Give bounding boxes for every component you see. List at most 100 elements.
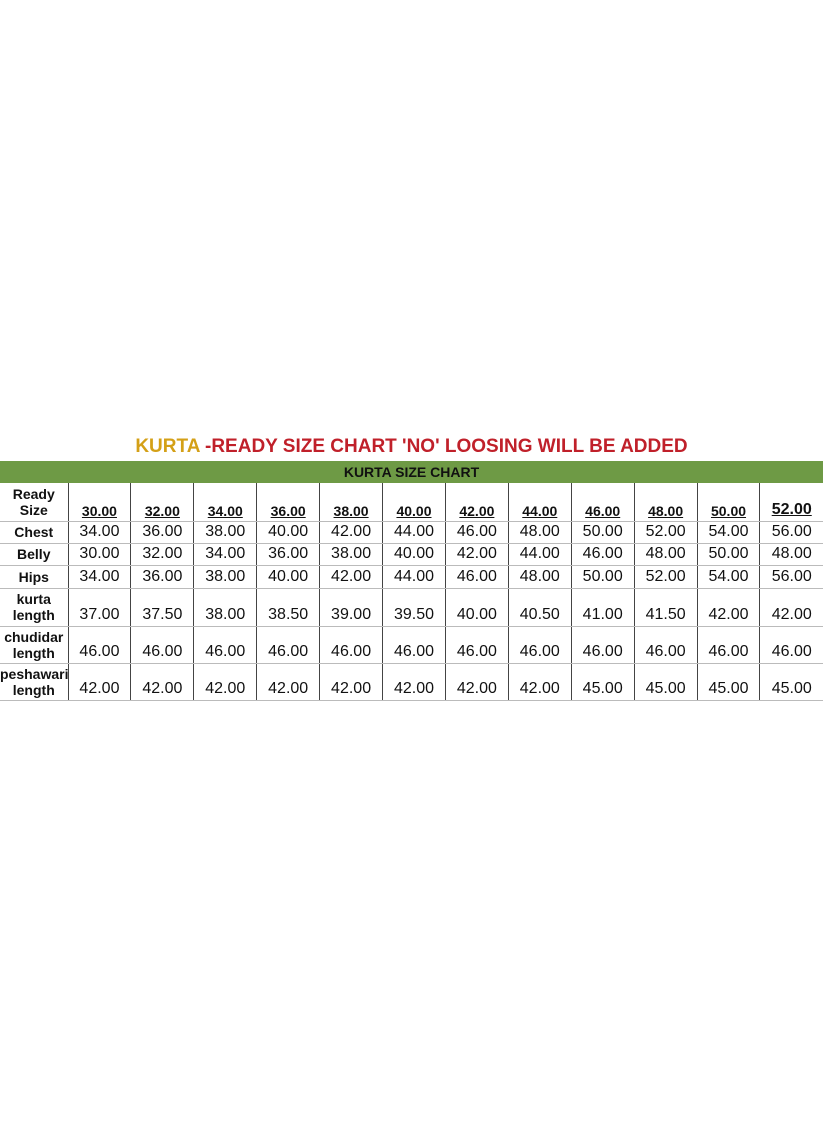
value-cell: 46.00 (696, 626, 760, 664)
row-label: Ready Size (0, 483, 68, 522)
value-cell: 42.00 (256, 663, 320, 701)
table-caption: KURTA SIZE CHART (0, 461, 823, 483)
title-rest: -READY SIZE CHART 'NO' LOOSING WILL BE A… (199, 436, 688, 457)
size-cell: 34.00 (193, 483, 257, 522)
value-cell: 42.00 (382, 663, 446, 701)
value-cell: 54.00 (696, 565, 760, 589)
value-cell: 42.00 (319, 663, 383, 701)
value-cell: 42.00 (193, 663, 257, 701)
value-cell: 46.00 (130, 626, 194, 664)
size-cell: 30.00 (67, 483, 131, 522)
value-cell: 36.00 (130, 521, 194, 544)
value-cell: 38.50 (256, 588, 320, 627)
value-cell: 54.00 (696, 521, 760, 544)
value-cell: 38.00 (193, 588, 257, 627)
value-cell: 56.00 (759, 565, 823, 589)
value-cell: 39.50 (382, 588, 446, 627)
size-cell: 42.00 (444, 483, 509, 522)
size-cell: 44.00 (507, 483, 572, 522)
value-cell: 38.00 (193, 521, 257, 544)
value-cell: 38.00 (193, 565, 257, 589)
value-cell: 48.00 (507, 565, 572, 589)
value-cell: 34.00 (193, 543, 257, 566)
value-cell: 32.00 (130, 543, 194, 566)
value-cell: 40.00 (382, 543, 446, 566)
value-cell: 39.00 (319, 588, 383, 627)
value-cell: 44.00 (382, 521, 446, 544)
value-cell: 42.00 (444, 543, 509, 566)
data-row: chudidar length 46.00 46.00 46.00 46.00 46.00… (0, 626, 823, 664)
value-cell: 42.00 (319, 521, 383, 544)
size-table: Ready Size 30.00 32.00 34.00 36.00 38.00 40.00… (0, 483, 823, 701)
value-cell: 46.00 (444, 521, 509, 544)
value-cell: 37.00 (67, 588, 131, 627)
size-cell: 52.00 (759, 483, 823, 522)
data-row: Chest 34.00 36.00 38.00 40.00 42.00 44.00 46.00… (0, 521, 823, 544)
value-cell: 42.00 (319, 565, 383, 589)
value-cell: 45.00 (759, 663, 823, 701)
value-cell: 34.00 (67, 521, 131, 544)
data-row: Hips 34.00 36.00 38.00 40.00 42.00 44.00 46.00 4… (0, 565, 823, 589)
value-cell: 46.00 (570, 626, 635, 664)
value-cell: 48.00 (633, 543, 698, 566)
value-cell: 42.00 (444, 663, 509, 701)
size-cell: 48.00 (633, 483, 698, 522)
data-row: kurta length 37.00 37.50 38.00 38.50 39.00 39.… (0, 588, 823, 627)
value-cell: 30.00 (67, 543, 131, 566)
value-cell: 46.00 (67, 626, 131, 664)
value-cell: 46.00 (256, 626, 320, 664)
size-cell: 50.00 (696, 483, 760, 522)
value-cell: 42.00 (130, 663, 194, 701)
value-cell: 38.00 (319, 543, 383, 566)
value-cell: 52.00 (633, 521, 698, 544)
value-cell: 45.00 (633, 663, 698, 701)
value-cell: 41.50 (633, 588, 698, 627)
value-cell: 36.00 (256, 543, 320, 566)
data-row: peshawari length 42.00 42.00 42.00 42.00 42.0… (0, 663, 823, 701)
value-cell: 50.00 (696, 543, 760, 566)
value-cell: 46.00 (570, 543, 635, 566)
value-cell: 56.00 (759, 521, 823, 544)
value-cell: 41.00 (570, 588, 635, 627)
value-cell: 42.00 (696, 588, 760, 627)
value-cell: 46.00 (193, 626, 257, 664)
row-label: Hips (0, 565, 68, 589)
value-cell: 48.00 (759, 543, 823, 566)
row-label: Chest (0, 521, 68, 544)
value-cell: 40.50 (507, 588, 572, 627)
title-highlight: KURTA (135, 436, 200, 457)
size-cell: 36.00 (256, 483, 320, 522)
value-cell: 40.00 (444, 588, 509, 627)
row-label: kurta length (0, 588, 68, 627)
value-cell: 52.00 (633, 565, 698, 589)
size-cell: 40.00 (382, 483, 446, 522)
value-cell: 42.00 (759, 588, 823, 627)
row-label: Belly (0, 543, 68, 566)
value-cell: 50.00 (570, 521, 635, 544)
size-cell: 32.00 (130, 483, 194, 522)
value-cell: 46.00 (444, 626, 509, 664)
value-cell: 44.00 (382, 565, 446, 589)
size-cell: 46.00 (570, 483, 635, 522)
value-cell: 46.00 (382, 626, 446, 664)
value-cell: 42.00 (507, 663, 572, 701)
value-cell: 46.00 (633, 626, 698, 664)
value-cell: 40.00 (256, 565, 320, 589)
value-cell: 46.00 (319, 626, 383, 664)
value-cell: 50.00 (570, 565, 635, 589)
row-label: chudidar length (0, 626, 68, 664)
value-cell: 46.00 (444, 565, 509, 589)
value-cell: 45.00 (696, 663, 760, 701)
value-cell: 44.00 (507, 543, 572, 566)
value-cell: 42.00 (67, 663, 131, 701)
value-cell: 46.00 (507, 626, 572, 664)
value-cell: 46.00 (759, 626, 823, 664)
value-cell: 37.50 (130, 588, 194, 627)
value-cell: 34.00 (67, 565, 131, 589)
size-cell: 38.00 (319, 483, 383, 522)
data-row: Belly 30.00 32.00 34.00 36.00 38.00 40.00 42.00… (0, 543, 823, 566)
value-cell: 45.00 (570, 663, 635, 701)
row-label: peshawari length (0, 663, 68, 701)
title: KURTA -READY SIZE CHART 'NO' LOOSING WIL… (0, 436, 823, 458)
value-cell: 36.00 (130, 565, 194, 589)
